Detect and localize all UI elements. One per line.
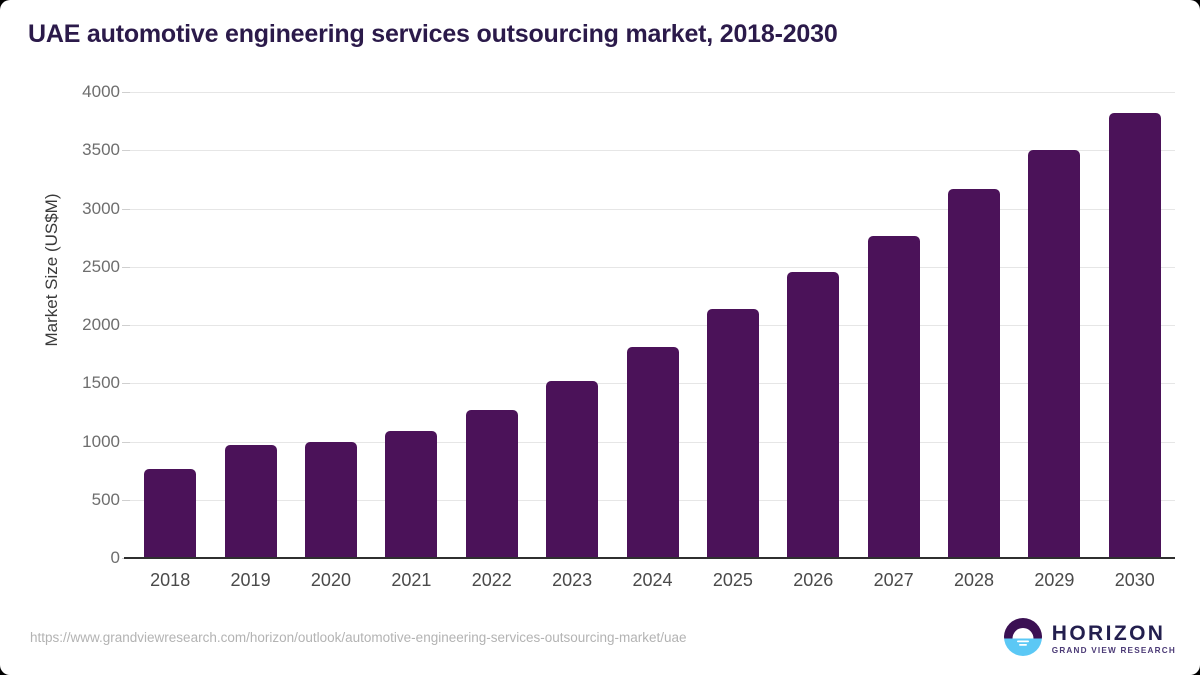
x-axis-tick-label: 2022 [471, 570, 512, 590]
bar[interactable] [1108, 112, 1161, 558]
y-axis-tick [122, 92, 130, 93]
source-url[interactable]: https://www.grandviewresearch.com/horizo… [30, 630, 687, 645]
x-axis-tick-label: 2023 [552, 570, 593, 590]
x-axis-tick-label: 2024 [632, 570, 673, 590]
gridline [130, 92, 1175, 93]
bar[interactable] [948, 188, 1001, 558]
y-axis-tick-label: 3000 [82, 198, 120, 218]
x-axis-tick-label: 2019 [230, 570, 271, 590]
y-axis-tick-label: 2000 [82, 315, 120, 334]
bar[interactable] [706, 309, 759, 558]
horizon-logo-icon [1003, 617, 1043, 662]
page-title: UAE automotive engineering services outs… [28, 20, 838, 48]
bar[interactable] [787, 271, 840, 558]
x-axis-tick-label: 2030 [1114, 570, 1155, 590]
x-axis-tick-label: 2025 [712, 570, 753, 590]
y-axis-tick [122, 208, 130, 210]
bar[interactable] [144, 469, 197, 558]
y-axis-tick-label: 1000 [82, 431, 120, 451]
bar[interactable] [465, 410, 518, 558]
y-axis-tick-label: 0 [110, 548, 120, 567]
bar[interactable] [304, 442, 357, 558]
x-axis-tick-label: 2020 [310, 570, 351, 590]
y-axis-tick-label: 1500 [82, 373, 120, 393]
x-axis-tick-label: 2018 [150, 570, 191, 590]
bar[interactable] [867, 235, 920, 558]
y-axis-tick [122, 150, 130, 152]
bar[interactable] [546, 380, 599, 558]
y-axis-tick [122, 266, 130, 268]
y-axis-tick [122, 383, 130, 385]
y-axis-tick [122, 499, 130, 501]
x-axis-tick-label: 2021 [391, 570, 432, 590]
y-axis-tick [122, 325, 130, 326]
y-axis-tick [122, 441, 130, 443]
bar[interactable] [626, 347, 679, 558]
chart-plot-area: Market Size (US$M) 0 500 1000 1500 2000 2500 3… [42, 0, 1175, 615]
bar[interactable] [1028, 149, 1081, 558]
logo-tagline: GRAND VIEW RESEARCH [1051, 646, 1176, 656]
y-axis-tick-label: 500 [91, 489, 120, 509]
logo-wordmark: HORIZON [1051, 622, 1166, 646]
x-axis-tick-label: 2028 [954, 570, 995, 590]
y-axis-title: Market Size (US$M) [42, 193, 61, 347]
bar[interactable] [224, 444, 277, 558]
gridline [130, 150, 1175, 152]
x-axis-tick-label: 2026 [793, 570, 834, 590]
y-axis-tick-label: 2500 [82, 256, 120, 276]
gridline [130, 208, 1175, 210]
gridline [130, 325, 1175, 326]
y-axis-tick-labels: 0 500 1000 1500 2000 2500 3000 3500 4000 [60, 0, 120, 615]
x-axis-line [124, 557, 1175, 559]
bar[interactable] [385, 431, 438, 558]
horizon-logo[interactable]: HORIZON GRAND VIEW RESEARCH [1003, 617, 1176, 662]
horizon-logo-text: HORIZON GRAND VIEW RESEARCH [1052, 623, 1176, 655]
x-axis-tick-label: 2029 [1034, 570, 1075, 590]
y-axis-tick-label: 3500 [82, 140, 120, 160]
y-axis-tick-label: 4000 [82, 82, 120, 101]
x-axis-tick-label: 2027 [873, 570, 914, 590]
gridline [130, 266, 1175, 268]
